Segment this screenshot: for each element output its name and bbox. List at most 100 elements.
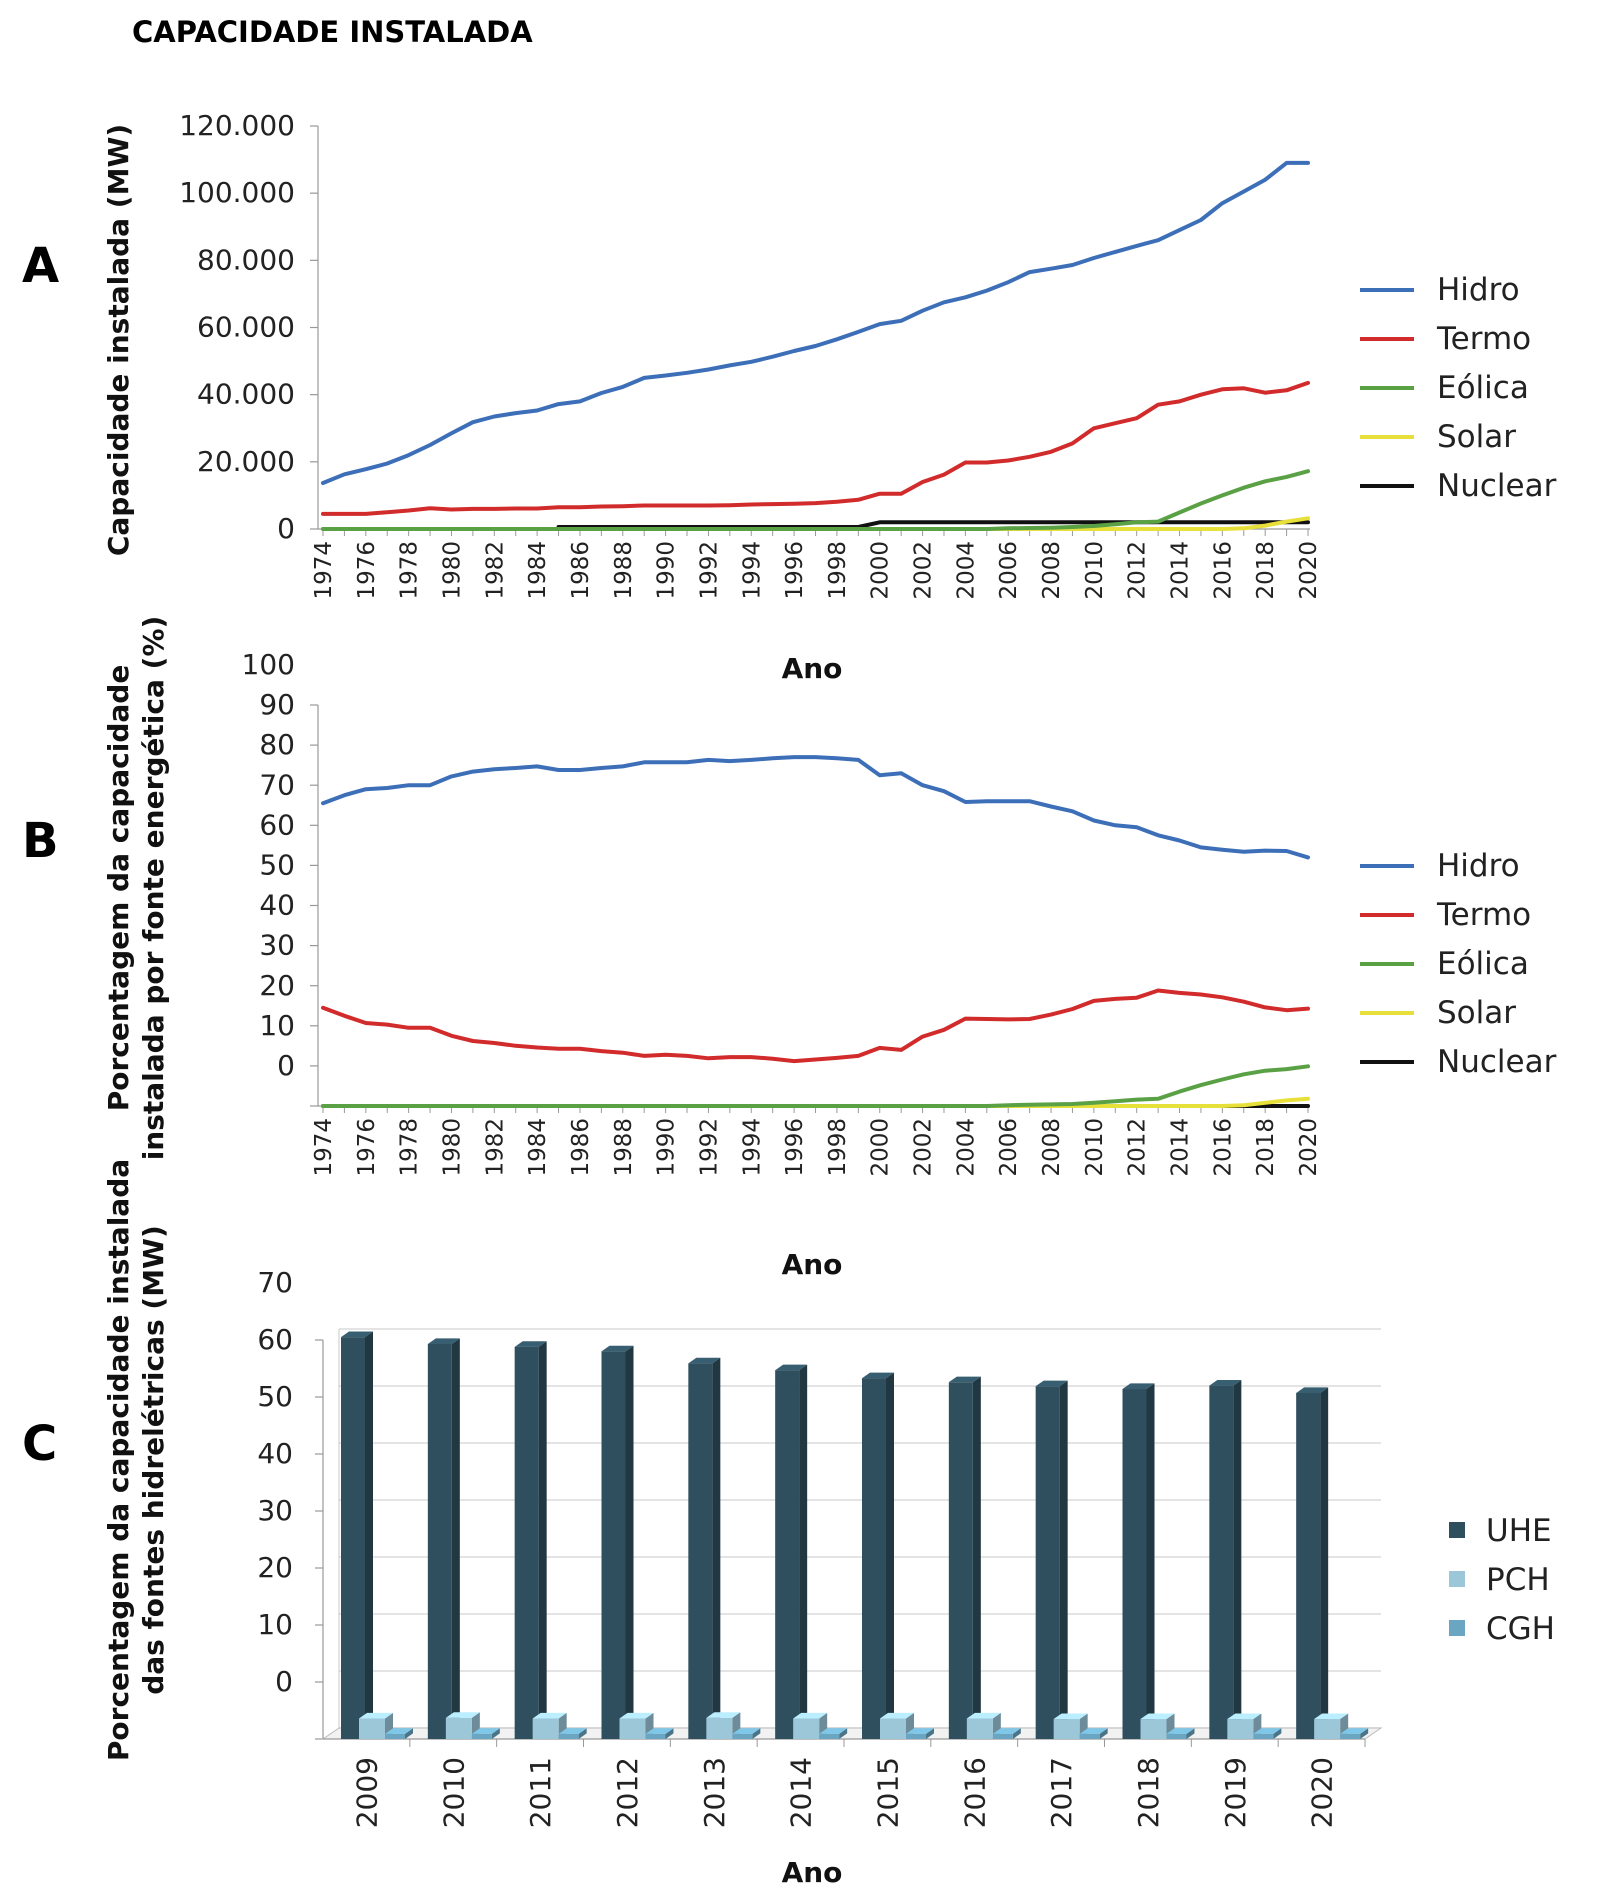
- panel-letter-a: A: [22, 238, 59, 294]
- x-tick-label: 2013: [698, 1757, 731, 1828]
- x-tick-label: 2004: [953, 1118, 979, 1177]
- bar-pch: [1227, 1719, 1254, 1739]
- legend-label: Termo: [1436, 897, 1531, 933]
- x-tick-label: 2017: [1045, 1757, 1078, 1828]
- x-tick-label: 1988: [611, 1118, 637, 1177]
- bar-cgh: [1253, 1733, 1274, 1739]
- x-tick-label: 2000: [868, 541, 894, 600]
- x-tick-label: 2012: [1125, 1118, 1151, 1177]
- bar-pch-top: [1053, 1713, 1088, 1720]
- bar-uhe-top: [688, 1357, 721, 1364]
- bar-cgh: [385, 1733, 405, 1739]
- x-tick-label: 1980: [439, 1118, 465, 1177]
- x-tick-label: 1992: [696, 541, 722, 600]
- y-tick-label: 10: [259, 1009, 295, 1042]
- legend-label: Hidro: [1437, 272, 1520, 308]
- chart-a-xlabel: Ano: [782, 652, 843, 685]
- bar-uhe: [1296, 1393, 1321, 1739]
- bar-cgh-side: [839, 1728, 848, 1739]
- bar-pch-top: [532, 1712, 567, 1719]
- bar-uhe: [1209, 1385, 1234, 1739]
- bar-uhe: [601, 1351, 626, 1739]
- bar-pch-top: [1140, 1713, 1175, 1720]
- y-tick-label: 50: [259, 849, 295, 882]
- x-tick-label: 2016: [1210, 1118, 1236, 1177]
- legend-label: Eólica: [1437, 946, 1529, 982]
- y-tick-label: 80.000: [197, 243, 295, 276]
- legend-label: CGH: [1486, 1611, 1555, 1647]
- chart-b-ylabel-line2: instalada por fonte energética (%): [137, 616, 170, 1161]
- x-tick-label: 1990: [654, 1118, 680, 1177]
- bar-pch: [1053, 1719, 1080, 1739]
- bar-pch: [793, 1718, 820, 1739]
- series-line-nuclear: [556, 520, 1310, 529]
- x-tick-label: 1988: [611, 541, 637, 600]
- x-tick-label: 2010: [1082, 1118, 1108, 1177]
- x-tick-label: 1982: [482, 1118, 508, 1177]
- series-line-eolica: [321, 1064, 1310, 1108]
- y-tick-label: 20: [259, 969, 295, 1002]
- bar-uhe-top: [601, 1345, 634, 1352]
- x-tick-label: 2006: [996, 541, 1022, 600]
- y-tick-label: 10: [257, 1608, 293, 1641]
- legend-label: Termo: [1436, 321, 1531, 357]
- x-tick-label: 2010: [437, 1757, 470, 1828]
- bar-cgh-top: [906, 1728, 934, 1734]
- bar-cgh: [1079, 1733, 1100, 1739]
- x-tick-label: 2000: [868, 1118, 894, 1177]
- chart-a-ylabel: Capacidade instalada (MW): [102, 124, 135, 556]
- bar-uhe-top: [862, 1372, 894, 1379]
- legend-label: Solar: [1437, 419, 1516, 455]
- x-tick-label: 1982: [482, 541, 508, 600]
- x-tick-label: 2008: [1039, 541, 1065, 600]
- x-tick-label: 1996: [782, 1118, 808, 1177]
- x-tick-label: 1984: [525, 1118, 551, 1177]
- bar-pch-top: [1314, 1713, 1349, 1720]
- y-tick-label: 40: [259, 889, 295, 922]
- y-tick-label: 60: [257, 1323, 293, 1356]
- x-tick-label: 2018: [1132, 1757, 1165, 1828]
- bar-cgh: [992, 1733, 1013, 1739]
- panel-letter-c: C: [22, 1416, 57, 1472]
- y-tick-label: 0: [277, 512, 295, 545]
- bar-uhe-side: [538, 1341, 547, 1739]
- bar-cgh-top: [1253, 1728, 1282, 1734]
- bar-pch: [706, 1717, 733, 1739]
- bar-cgh-side: [1099, 1728, 1108, 1739]
- legend-label: Hidro: [1437, 848, 1520, 884]
- x-tick-label: 1984: [525, 541, 551, 600]
- bar-pch: [359, 1718, 385, 1739]
- bar-uhe-side: [1059, 1380, 1068, 1739]
- bar-cgh: [558, 1733, 579, 1739]
- x-tick-label: 2008: [1039, 1118, 1065, 1177]
- x-tick-label: 2014: [1168, 1118, 1194, 1177]
- bar-cgh: [819, 1733, 840, 1739]
- bar-cgh-top: [819, 1728, 848, 1734]
- bar-cgh-side: [491, 1728, 500, 1739]
- bar-pch-top: [966, 1712, 1001, 1719]
- legend-label: Eólica: [1437, 370, 1529, 406]
- x-tick-label: 1994: [739, 541, 765, 600]
- series-line-hidro: [321, 160, 1310, 485]
- bar-uhe-side: [886, 1372, 894, 1739]
- x-tick-label: 2020: [1306, 1757, 1339, 1828]
- bar-uhe: [1035, 1386, 1060, 1739]
- bar-pch: [619, 1718, 646, 1739]
- legend-label: Nuclear: [1437, 468, 1557, 504]
- y-tick-label: 30: [259, 929, 295, 962]
- y-tick-label: 90: [259, 688, 295, 721]
- bar-cgh: [471, 1733, 492, 1739]
- x-tick-label: 1978: [397, 541, 423, 600]
- x-tick-label: 1978: [397, 1118, 423, 1177]
- panel-letter-b: B: [22, 813, 59, 869]
- y-tick-label: 100.000: [179, 176, 295, 209]
- x-tick-label: 2014: [785, 1757, 818, 1828]
- y-tick-label: 40.000: [197, 378, 295, 411]
- legend-label: Solar: [1437, 995, 1516, 1031]
- bar-cgh: [1166, 1733, 1187, 1739]
- bar-uhe-side: [1146, 1383, 1155, 1739]
- x-tick-label: 2004: [953, 541, 979, 600]
- series-line-eolica: [321, 469, 1310, 531]
- chart-a: Capacidade instalada (MW) Ano 0 20.000 40.…: [102, 109, 1557, 685]
